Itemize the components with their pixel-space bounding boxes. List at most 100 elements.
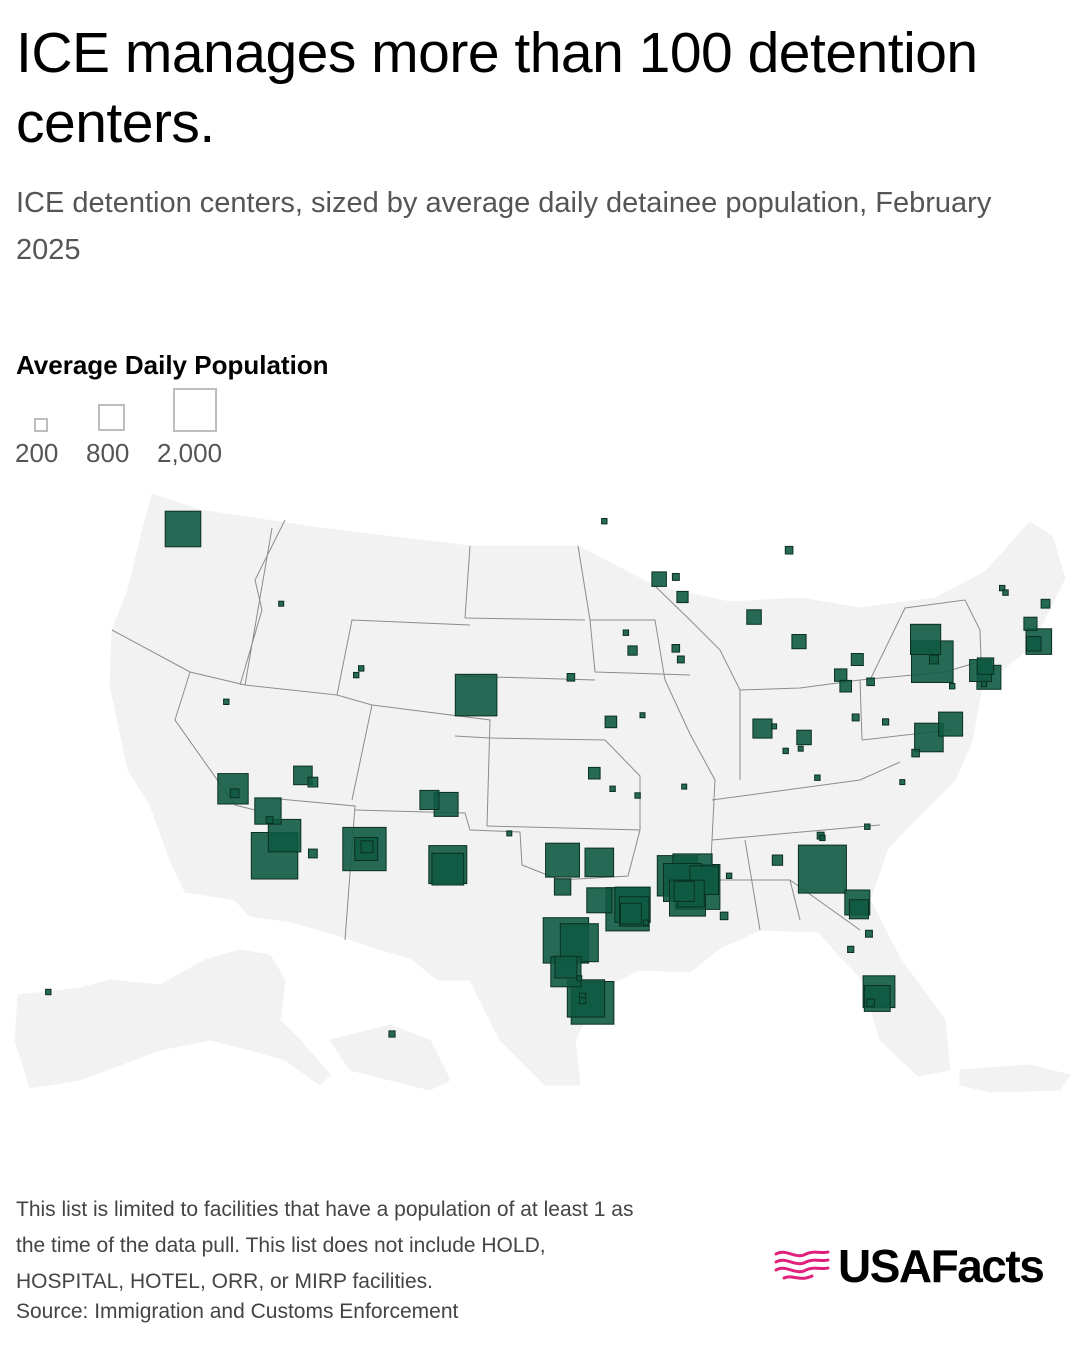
facility-marker xyxy=(797,844,847,894)
facility-marker xyxy=(676,590,689,604)
facility-marker xyxy=(999,584,1006,592)
facility-marker xyxy=(642,919,649,926)
facility-marker xyxy=(579,997,587,1005)
facility-marker xyxy=(725,872,733,880)
facility-marker xyxy=(634,792,641,799)
facility-marker xyxy=(839,679,853,693)
facility-marker xyxy=(784,545,794,555)
facility-marker xyxy=(584,847,615,878)
facility-marker xyxy=(865,929,873,938)
facility-markers xyxy=(45,510,1053,1038)
facility-marker xyxy=(1023,616,1038,631)
land-layer xyxy=(14,493,1071,1093)
state-borders xyxy=(111,519,986,941)
facility-marker xyxy=(746,609,762,625)
facility-marker xyxy=(360,840,374,854)
facility-marker xyxy=(752,718,773,739)
facility-marker xyxy=(980,680,988,688)
facility-marker xyxy=(388,1030,396,1038)
facility-marker xyxy=(882,718,890,726)
facility-marker xyxy=(431,852,465,886)
hawaii-shape xyxy=(329,1024,451,1091)
facility-marker xyxy=(620,902,642,925)
footnote-line-3: HOSPITAL, HOTEL, ORR, or MIRP facilities… xyxy=(16,1270,433,1293)
facility-marker xyxy=(651,571,667,587)
facility-marker xyxy=(576,975,583,982)
facility-marker xyxy=(1026,636,1042,652)
source-note: Source: Immigration and Customs Enforcem… xyxy=(16,1300,459,1323)
facility-marker xyxy=(229,788,240,799)
usafacts-logo: USAFacts xyxy=(772,1236,1072,1296)
usafacts-flag-icon xyxy=(774,1250,830,1280)
facility-marker xyxy=(639,712,646,719)
contiguous-us-shape xyxy=(109,493,1066,1086)
legend-swatch-small xyxy=(34,418,48,432)
facility-marker xyxy=(627,645,638,656)
facility-marker xyxy=(601,518,608,525)
caribbean-shape xyxy=(959,1064,1071,1093)
facility-marker xyxy=(814,774,821,781)
us-map xyxy=(14,493,1071,1093)
facility-marker xyxy=(45,988,52,996)
facility-marker xyxy=(834,668,848,682)
legend-label-large: 2,000 xyxy=(157,438,223,468)
facility-marker xyxy=(719,911,729,921)
facility-marker xyxy=(863,985,891,1012)
facility-marker xyxy=(454,673,498,717)
facility-marker xyxy=(771,723,778,730)
facility-marker xyxy=(506,830,513,837)
facility-marker xyxy=(419,789,440,810)
facility-marker xyxy=(847,945,855,953)
footnote: This list is limited to facilities that … xyxy=(16,1192,756,1300)
facility-marker xyxy=(851,713,860,722)
usafacts-wordmark: USAFacts xyxy=(838,1240,1045,1292)
facility-marker xyxy=(308,848,318,859)
page-subtitle: ICE detention centers, sized by average … xyxy=(16,187,992,266)
legend-label-small: 200 xyxy=(15,438,59,468)
alaska-shape xyxy=(14,949,331,1089)
facility-marker xyxy=(797,745,804,752)
facility-marker xyxy=(609,785,616,793)
facility-marker xyxy=(586,887,613,914)
facility-marker xyxy=(796,729,812,746)
facility-marker xyxy=(358,665,365,672)
facility-marker xyxy=(819,834,826,842)
facility-marker xyxy=(929,654,939,665)
facility-marker xyxy=(771,854,784,866)
facility-marker xyxy=(782,747,789,755)
facility-marker xyxy=(848,899,870,920)
legend-label-medium: 800 xyxy=(86,438,130,468)
footnote-line-2: the time of the data pull. This list doe… xyxy=(16,1234,546,1257)
facility-marker xyxy=(676,655,685,664)
facility-marker xyxy=(278,600,285,607)
facility-marker xyxy=(604,715,618,729)
facility-marker xyxy=(671,644,681,653)
facility-marker xyxy=(914,722,944,753)
facility-marker xyxy=(938,711,964,737)
facility-marker xyxy=(949,683,956,690)
facility-marker xyxy=(1040,598,1051,609)
facility-marker xyxy=(911,748,920,758)
legend-swatch-large xyxy=(173,388,217,432)
facility-marker xyxy=(673,880,695,902)
facility-marker xyxy=(681,783,688,790)
legend-title: Average Daily Population xyxy=(16,350,329,380)
footnote-line-1: This list is limited to facilities that … xyxy=(16,1198,634,1221)
facility-marker xyxy=(545,842,580,878)
facility-marker xyxy=(864,823,871,830)
facility-marker xyxy=(1002,589,1009,596)
west-borders xyxy=(111,519,491,941)
facility-marker xyxy=(866,998,875,1008)
facility-marker xyxy=(353,671,360,679)
facility-marker xyxy=(866,677,875,687)
page-title: ICE manages more than 100 detention cent… xyxy=(16,21,978,155)
facility-marker xyxy=(559,923,599,963)
facility-marker xyxy=(850,653,864,666)
facility-marker xyxy=(307,776,319,788)
facility-marker xyxy=(588,766,601,780)
facility-marker xyxy=(267,818,302,853)
facility-marker xyxy=(164,510,202,548)
facility-marker xyxy=(671,573,680,581)
facility-marker xyxy=(899,779,906,786)
facility-marker xyxy=(566,673,576,682)
